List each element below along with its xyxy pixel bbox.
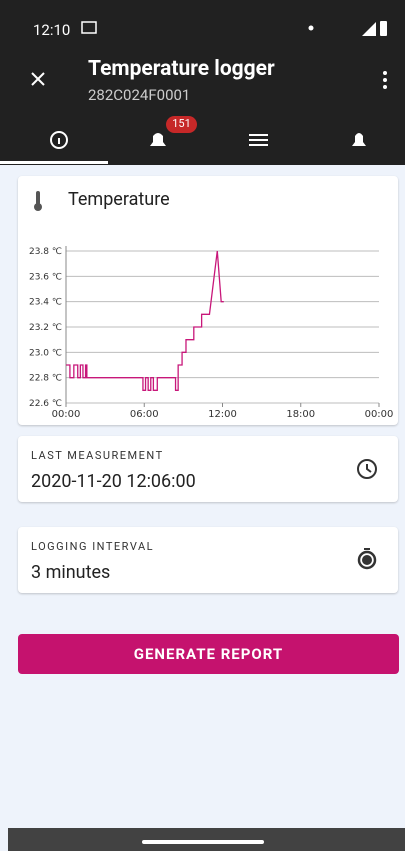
close-button[interactable] (32, 73, 44, 85)
card-label: LOGGING INTERVAL (31, 540, 154, 553)
clock-icon (355, 457, 379, 481)
x-tick-label: 12:00 (208, 409, 237, 420)
list-tab[interactable] (249, 135, 268, 145)
chart: 22.6 ℃ 22.8 ℃ 23.0 ℃ 23.2 ℃ 23.4 ℃ 23.6 ℃ 23.8… (18, 230, 398, 425)
y-tick-label: 22.8 ℃ (29, 374, 62, 384)
card-value: 3 minutes (31, 562, 110, 583)
badge-count: 151 (166, 117, 197, 130)
info-glyph (58, 138, 60, 144)
header-icons (0, 0, 405, 165)
timer-icon (355, 547, 379, 571)
card-label: LAST MEASUREMENT (31, 449, 164, 462)
battery-icon (380, 21, 387, 36)
card-title: Temperature (68, 189, 170, 210)
y-tick-label: 23.8 ℃ (29, 247, 62, 257)
screen: 12:10 151 Temperature logger 282C024F000… (0, 0, 405, 851)
alarm-settings-tab[interactable] (352, 133, 366, 146)
x-tick-label: 00:00 (365, 409, 394, 420)
y-tick-label: 23.0 ℃ (29, 348, 62, 358)
logging-interval-card: LOGGING INTERVAL 3 minutes (18, 527, 398, 593)
dot-icon (309, 26, 314, 31)
chart-card: Temperature 22.6 ℃ 22.8 ℃ 23.0 ℃ 23.2 ℃ 23.4… (18, 176, 398, 425)
x-tick-label: 18:00 (286, 409, 315, 420)
thermometer-icon (32, 190, 44, 212)
tab-indicator (0, 161, 108, 164)
y-tick-label: 23.4 ℃ (29, 298, 62, 308)
card-value: 2020-11-20 12:06:00 (31, 471, 196, 492)
menu-button[interactable] (383, 71, 387, 89)
y-tick-label: 23.2 ℃ (29, 323, 62, 333)
signal-icon (362, 22, 376, 36)
y-tick-label: 23.6 ℃ (29, 272, 62, 282)
x-tick-label: 06:00 (130, 409, 159, 420)
y-tick-label: 22.6 ℃ (29, 399, 62, 409)
generate-report-button[interactable]: GENERATE REPORT (18, 634, 399, 674)
last-measurement-card: LAST MEASUREMENT 2020-11-20 12:06:00 (18, 436, 398, 502)
alarm-tab[interactable] (150, 133, 166, 146)
temperature-line (66, 251, 224, 390)
app-title: Temperature logger (88, 57, 275, 81)
x-tick-label: 00:00 (52, 409, 81, 420)
app-subtitle: 282C024F0001 (88, 86, 190, 104)
home-handle[interactable] (142, 840, 264, 844)
mail-icon (82, 22, 96, 33)
